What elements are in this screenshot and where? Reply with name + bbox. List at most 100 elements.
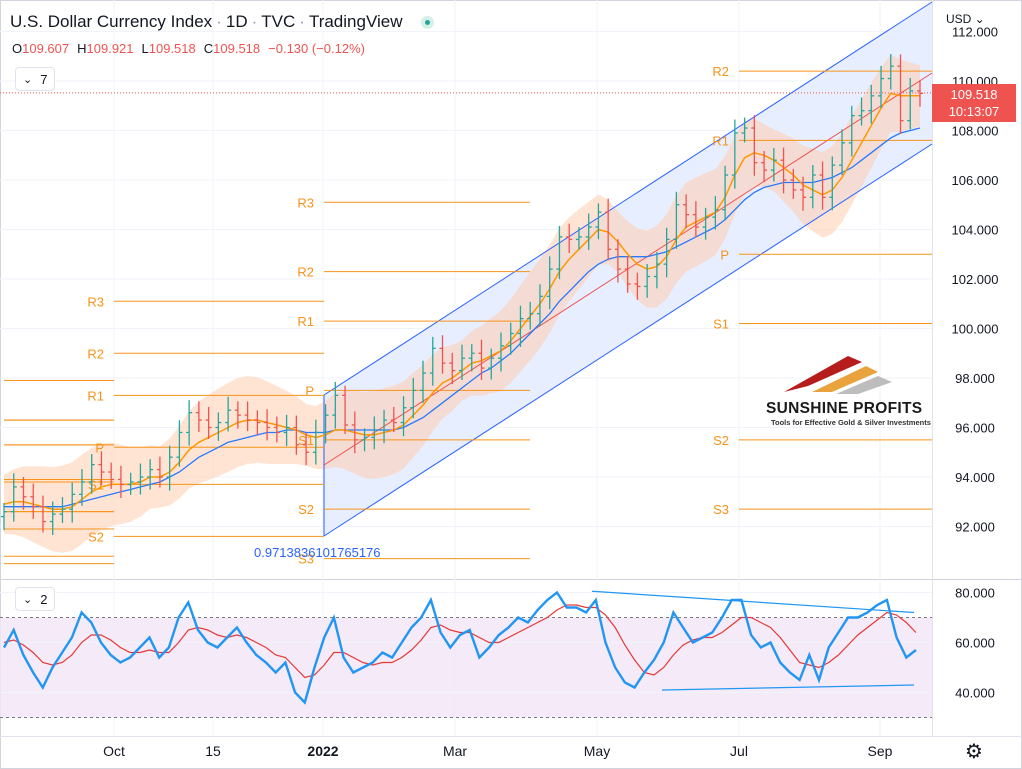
pivot-label-r3: R3 [87, 294, 104, 309]
high-value: 109.921 [86, 41, 134, 56]
price-bar [809, 165, 816, 209]
slow-moving-average-line [4, 127, 921, 508]
price-bar [848, 105, 855, 157]
price-bar [868, 84, 875, 124]
y-tick-label: 104.000 [952, 223, 999, 238]
logo-tagline: Tools for Effective Gold & Silver Invest… [771, 418, 931, 427]
price-bar [839, 129, 846, 176]
x-tick-label: 15 [205, 743, 221, 759]
price-bar [575, 227, 582, 250]
price-bar [897, 54, 904, 135]
price-bar [293, 415, 300, 455]
chevron-down-icon: ⌄ [971, 12, 985, 26]
pivot-label-r3: R3 [297, 195, 314, 210]
pivot-label-r2: R2 [297, 265, 314, 280]
interval-label[interactable]: 1D [225, 12, 248, 31]
currency-selector[interactable]: USD ⌄ [946, 12, 985, 26]
settings-gear-icon[interactable]: ⚙ [965, 741, 983, 763]
pivot-label-s2: S2 [88, 529, 104, 544]
indicators-count: 7 [40, 71, 48, 87]
price-bar [527, 301, 534, 330]
price-bar [712, 196, 719, 230]
y-tick-label: 98.000 [955, 371, 995, 386]
price-bar [907, 78, 914, 130]
price-bar [663, 227, 670, 278]
price-bar [176, 420, 183, 467]
price-bar [829, 156, 836, 211]
price-bar [234, 401, 241, 429]
rsi-tick-label: 80.000 [955, 586, 995, 601]
price-bar [49, 501, 56, 536]
price-bar [254, 410, 261, 435]
price-bar [497, 332, 504, 372]
price-bar [488, 348, 495, 380]
price-bar [819, 161, 826, 210]
price-bar [186, 400, 193, 446]
currency-label: USD [946, 12, 972, 26]
price-bar [790, 168, 797, 199]
y-tick-label: 92.000 [955, 520, 995, 535]
price-bar [283, 414, 290, 447]
price-bar [595, 203, 602, 240]
channel-upper-line [323, 1, 933, 396]
price-bar [459, 344, 465, 381]
indicators-badge-main[interactable]: ⌄ 7 [15, 67, 56, 91]
price-bar [98, 451, 105, 486]
price-bar [722, 165, 729, 221]
oscillator-indicators-count: 2 [40, 591, 48, 607]
price-bar [30, 483, 37, 519]
y-tick-label: 106.000 [952, 173, 999, 188]
price-bar [429, 336, 436, 386]
price-bar [585, 213, 592, 250]
symbol-header: U.S. Dollar Currency Index · 1D · TVC · Tradin… [10, 12, 434, 32]
price-bar [381, 409, 388, 444]
source-label: TVC [261, 12, 296, 31]
chevron-down-icon: ⌄ [23, 593, 33, 606]
price-bar [546, 256, 553, 310]
price-bar [332, 381, 339, 429]
price-bar [858, 97, 865, 126]
price-bar [322, 404, 329, 444]
x-tick-label: Oct [103, 743, 125, 759]
price-bar [312, 419, 319, 465]
price-bar [692, 201, 699, 238]
pivot-label-r2: R2 [87, 346, 104, 361]
symbol-title[interactable]: U.S. Dollar Currency Index [10, 12, 213, 31]
x-tick-label: Sep [868, 743, 893, 759]
price-bar [108, 462, 115, 489]
price-bar [410, 377, 417, 419]
price-bar [800, 176, 807, 211]
rsi-divergence-lower [661, 684, 915, 691]
price-bar [166, 445, 173, 491]
price-bar [371, 416, 378, 450]
rsi-tick-label: 40.000 [955, 686, 995, 701]
price-bar [439, 335, 446, 374]
x-tick-label: 2022 [307, 743, 338, 759]
pivot-label-s2: S2 [298, 502, 314, 517]
price-bar [478, 339, 485, 380]
y-tick-label: 94.000 [955, 470, 995, 485]
price-bar [303, 432, 310, 466]
price-bar [88, 453, 95, 494]
sunshine-profits-logo: SUNSHINE PROFITS Tools for Effective Gol… [766, 352, 931, 427]
price-bar [878, 65, 885, 109]
price-bar [39, 495, 46, 533]
price-bar [702, 207, 709, 240]
indicators-badge-oscillator[interactable]: ⌄ 2 [15, 587, 56, 611]
price-bar [244, 401, 251, 432]
price-bar [780, 147, 787, 194]
price-bar [10, 473, 17, 522]
y-tick-label: 100.000 [952, 322, 999, 337]
last-price-tag: 109.518 10:13:07 [932, 84, 1016, 122]
price-bar [624, 255, 631, 293]
open-value: 109.607 [22, 41, 70, 56]
price-bar [536, 284, 543, 326]
pivot-label-r1: R1 [297, 314, 314, 329]
price-bar [390, 406, 397, 433]
price-bar [78, 469, 85, 506]
x-tick-label: May [584, 743, 610, 759]
price-bar [761, 151, 768, 182]
price-bar [673, 191, 680, 249]
